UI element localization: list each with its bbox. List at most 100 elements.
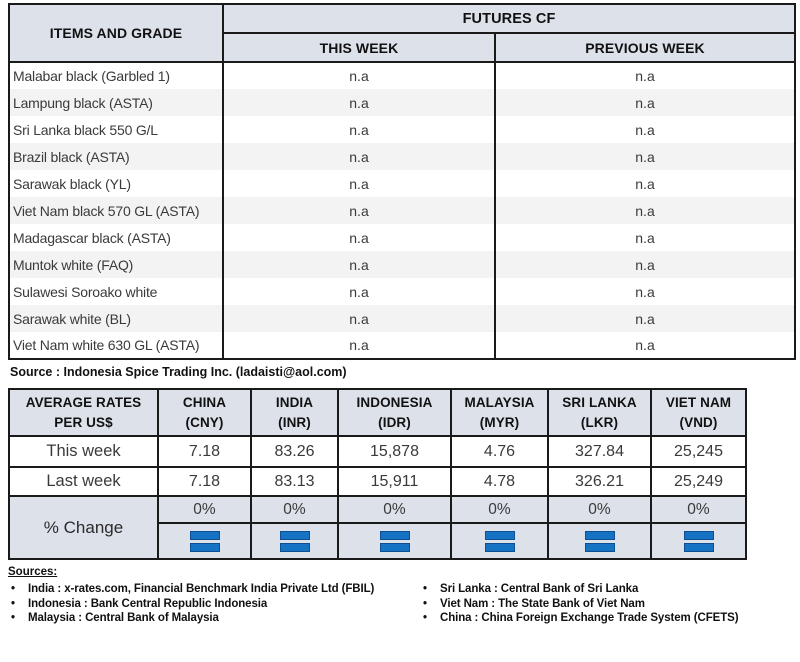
- rate-value: 326.21: [547, 466, 652, 497]
- source-text: Indonesia : Bank Central Republic Indone…: [28, 597, 268, 610]
- trend-cell: [547, 522, 652, 560]
- bullet-icon: •: [11, 612, 15, 624]
- futures-header-row-2: THIS WEEK PREVIOUS WEEK: [9, 32, 796, 63]
- this-week-value: n.a: [222, 116, 496, 143]
- this-week-label: This week: [8, 435, 159, 468]
- currency-code: (MYR): [479, 414, 520, 430]
- this-week-value: n.a: [222, 332, 496, 359]
- table-row: Sarawak black (YL) n.a n.a: [8, 170, 796, 197]
- item-grade-cell: Viet Nam black 570 GL (ASTA): [8, 197, 224, 224]
- sources-list-left: • India : x-rates.com, Financial Benchmar…: [8, 582, 408, 626]
- list-item: • Malaysia : Central Bank of Malaysia: [8, 611, 408, 626]
- rate-value: 4.78: [450, 466, 549, 497]
- sources-list-right: • Sri Lanka : Central Bank of Sri Lanka •…: [420, 582, 792, 626]
- table-row: Viet Nam black 570 GL (ASTA) n.a n.a: [8, 197, 796, 224]
- last-week-row: Last week 7.18 83.13 15,911 4.78 326.21 …: [8, 466, 747, 497]
- bullet-icon: •: [11, 583, 15, 595]
- items-and-grade-header: ITEMS AND GRADE: [8, 3, 224, 63]
- pct-change-value: 0%: [337, 495, 452, 524]
- table-row: Viet Nam white 630 GL (ASTA) n.a n.a: [8, 332, 796, 359]
- rate-value: 25,249: [650, 466, 747, 497]
- item-grade-cell: Viet Nam white 630 GL (ASTA): [8, 332, 224, 359]
- table-row: Madagascar black (ASTA) n.a n.a: [8, 224, 796, 251]
- equal-icon: [484, 530, 515, 552]
- country-header-viet-nam: VIET NAM (VND): [650, 388, 747, 437]
- this-week-value: n.a: [222, 224, 496, 251]
- list-item: • India : x-rates.com, Financial Benchmar…: [8, 582, 408, 597]
- previous-week-value: n.a: [494, 143, 796, 170]
- item-grade-cell: Sri Lanka black 550 G/L: [8, 116, 224, 143]
- item-grade-cell: Madagascar black (ASTA): [8, 224, 224, 251]
- equal-icon: [279, 530, 310, 552]
- previous-week-value: n.a: [494, 305, 796, 332]
- country-name: CHINA: [182, 394, 227, 410]
- sources-section: Sources: • India : x-rates.com, Financial…: [8, 566, 792, 624]
- pct-change-value: 0%: [250, 495, 339, 524]
- table-row: Sulawesi Soroako white n.a n.a: [8, 278, 796, 305]
- previous-week-value: n.a: [494, 332, 796, 359]
- pct-change-label: % Change: [8, 495, 159, 560]
- item-grade-cell: Malabar black (Garbled 1): [8, 62, 224, 89]
- item-grade-cell: Sarawak black (YL): [8, 170, 224, 197]
- currency-code: (INR): [278, 414, 311, 430]
- previous-week-header: PREVIOUS WEEK: [494, 32, 796, 63]
- source-text: China : China Foreign Exchange Trade Sys…: [440, 612, 739, 624]
- rate-value: 83.13: [250, 466, 339, 497]
- country-name: INDIA: [275, 394, 314, 410]
- list-item: • Sri Lanka : Central Bank of Sri Lanka: [420, 582, 792, 597]
- equal-icon: [189, 530, 220, 552]
- this-week-value: n.a: [222, 305, 496, 332]
- this-week-value: n.a: [222, 278, 496, 305]
- average-rates-header-line2: PER US$: [54, 414, 113, 430]
- country-name: SRI LANKA: [562, 394, 637, 410]
- country-name: MALAYSIA: [464, 394, 535, 410]
- this-week-value: n.a: [222, 89, 496, 116]
- source-text: Viet Nam : The State Bank of Viet Nam: [440, 597, 645, 610]
- rate-value: 25,245: [650, 435, 747, 468]
- list-item: • Indonesia : Bank Central Republic Indon…: [8, 597, 408, 612]
- trend-cell: [450, 522, 549, 560]
- trend-cell: [650, 522, 747, 560]
- rate-value: 15,878: [337, 435, 452, 468]
- futures-header-row-1: ITEMS AND GRADE FUTURES CF: [8, 3, 796, 63]
- previous-week-value: n.a: [494, 170, 796, 197]
- previous-week-value: n.a: [494, 89, 796, 116]
- previous-week-value: n.a: [494, 197, 796, 224]
- currency-code: (CNY): [185, 414, 224, 430]
- country-header-china: CHINA (CNY): [157, 388, 252, 437]
- source-note: Source : Indonesia Spice Trading Inc. (l…: [10, 365, 347, 379]
- equal-icon: [683, 530, 714, 552]
- rates-header-row: AVERAGE RATES PER US$ CHINA (CNY) INDIA …: [8, 388, 747, 437]
- trend-icon-row: [9, 522, 747, 560]
- bullet-icon: •: [423, 612, 427, 624]
- country-name: INDONESIA: [356, 394, 433, 410]
- list-item: • Viet Nam : The State Bank of Viet Nam: [420, 597, 792, 612]
- trend-cell: [157, 522, 252, 560]
- item-grade-cell: Muntok white (FAQ): [8, 251, 224, 278]
- item-grade-cell: Sulawesi Soroako white: [8, 278, 224, 305]
- previous-week-value: n.a: [494, 62, 796, 89]
- equal-icon: [379, 530, 410, 552]
- rate-value: 83.26: [250, 435, 339, 468]
- table-row: Brazil black (ASTA) n.a n.a: [8, 143, 796, 170]
- source-text: India : x-rates.com, Financial Benchmark…: [28, 583, 375, 595]
- country-header-indonesia: INDONESIA (IDR): [337, 388, 452, 437]
- pct-change-row: % Change 0% 0% 0% 0% 0% 0%: [8, 495, 747, 560]
- average-rates-table: AVERAGE RATES PER US$ CHINA (CNY) INDIA …: [8, 388, 747, 560]
- currency-code: (LKR): [580, 414, 619, 430]
- this-week-value: n.a: [222, 170, 496, 197]
- bullet-icon: •: [423, 583, 427, 595]
- table-row: Sri Lanka black 550 G/L n.a n.a: [8, 116, 796, 143]
- this-week-value: n.a: [222, 143, 496, 170]
- item-grade-cell: Sarawak white (BL): [8, 305, 224, 332]
- table-row: Lampung black (ASTA) n.a n.a: [8, 89, 796, 116]
- rate-value: 7.18: [157, 435, 252, 468]
- rate-value: 15,911: [337, 466, 452, 497]
- futures-cf-header: FUTURES CF: [222, 3, 796, 34]
- last-week-label: Last week: [8, 466, 159, 497]
- futures-cf-table: ITEMS AND GRADE FUTURES CF THIS WEEK PRE…: [8, 3, 796, 360]
- this-week-value: n.a: [222, 62, 496, 89]
- country-header-sri-lanka: SRI LANKA (LKR): [547, 388, 652, 437]
- this-week-header: THIS WEEK: [222, 32, 496, 63]
